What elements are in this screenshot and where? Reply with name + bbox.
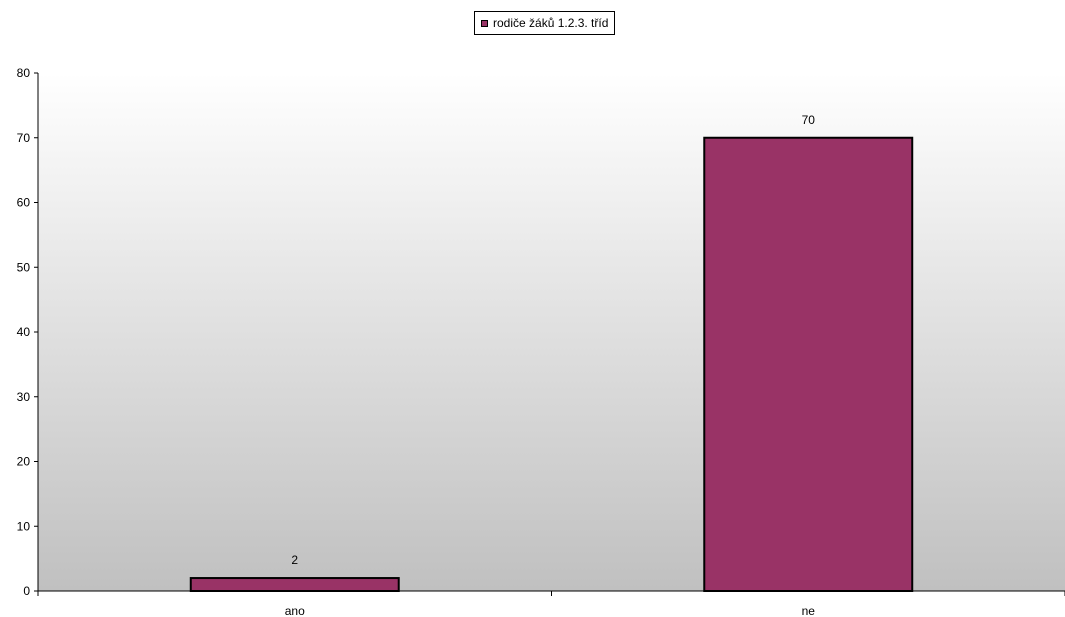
- x-tick-label: ne: [802, 604, 816, 617]
- bar: [703, 136, 914, 592]
- y-tick-label: 30: [17, 390, 31, 404]
- bar: [189, 577, 400, 592]
- x-tick-label: ano: [285, 604, 305, 617]
- y-tick-label: 80: [17, 66, 31, 80]
- data-labels: 2 70: [291, 113, 815, 567]
- legend-label: rodiče žáků 1.2.3. tříd: [493, 16, 609, 30]
- legend: rodiče žáků 1.2.3. tříd: [474, 11, 616, 35]
- data-label: 2: [291, 553, 298, 567]
- data-label: 70: [802, 113, 816, 127]
- y-axis: 0 10 20 30 40 50 60 70 80: [17, 66, 39, 598]
- y-tick-label: 20: [17, 455, 31, 469]
- y-tick-label: 50: [17, 260, 31, 274]
- y-tick-label: 0: [23, 584, 30, 598]
- y-tick-label: 10: [17, 519, 31, 533]
- bars: [189, 136, 914, 592]
- y-tick-label: 70: [17, 131, 31, 145]
- y-tick-label: 40: [17, 325, 31, 339]
- y-tick-label: 60: [17, 196, 31, 210]
- x-axis: ano ne: [37, 590, 1065, 617]
- legend-swatch: [481, 19, 488, 27]
